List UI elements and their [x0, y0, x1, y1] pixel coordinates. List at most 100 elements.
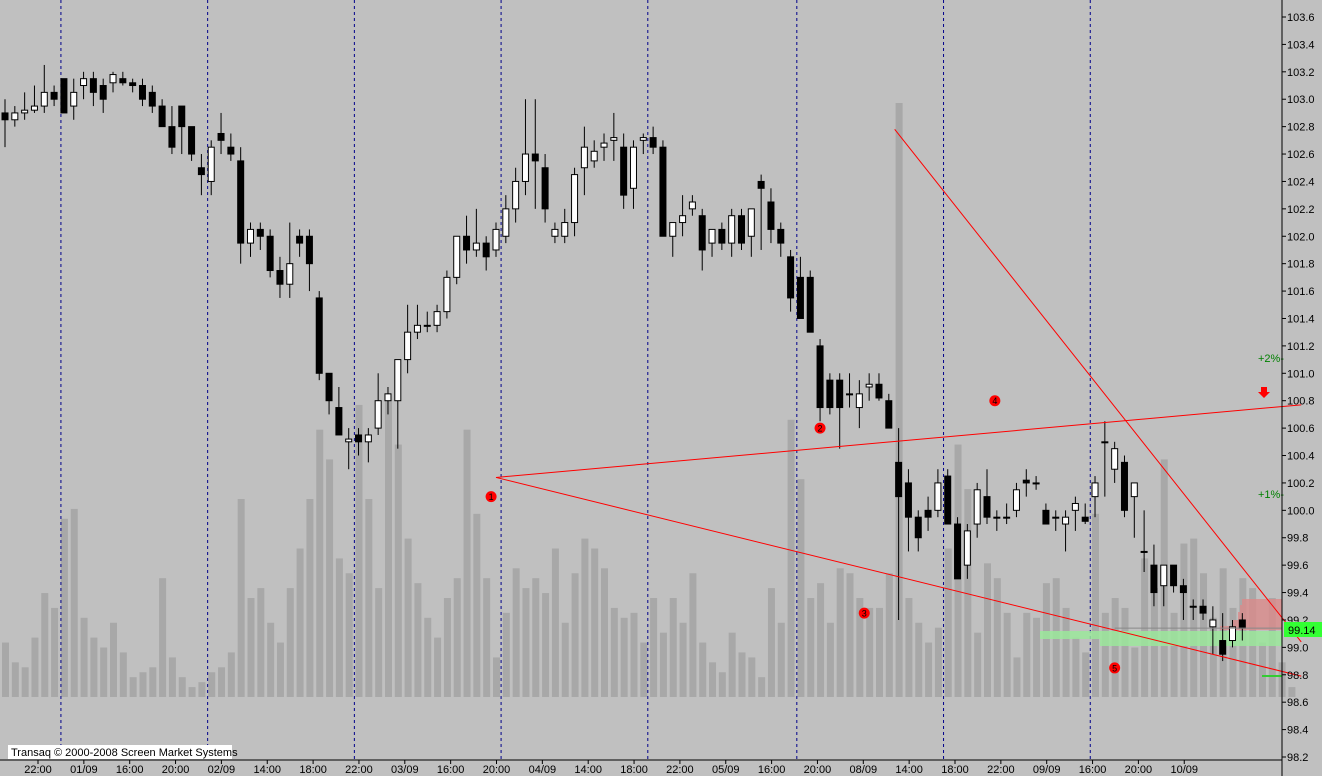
candle[interactable]	[492, 222, 500, 257]
candle[interactable]	[1120, 455, 1128, 518]
candle[interactable]	[796, 256, 804, 319]
candle[interactable]	[963, 524, 971, 579]
candle[interactable]	[836, 373, 844, 449]
candle[interactable]	[698, 208, 706, 271]
candle[interactable]	[404, 304, 412, 374]
candle[interactable]	[1003, 503, 1011, 525]
candle[interactable]	[1042, 503, 1050, 525]
candle[interactable]	[374, 373, 382, 435]
candle[interactable]	[237, 147, 245, 264]
candle[interactable]	[433, 304, 441, 333]
candle[interactable]	[1209, 606, 1217, 655]
candle[interactable]	[983, 469, 991, 525]
candle[interactable]	[561, 208, 569, 244]
candle[interactable]	[816, 339, 824, 422]
candle[interactable]	[315, 291, 323, 381]
candle[interactable]	[1062, 510, 1070, 552]
candle[interactable]	[443, 270, 451, 319]
candle[interactable]	[924, 496, 932, 531]
candle[interactable]	[1219, 613, 1227, 662]
candle[interactable]	[178, 105, 186, 155]
candle[interactable]	[1, 99, 9, 148]
candle[interactable]	[1032, 476, 1040, 490]
candle[interactable]	[413, 304, 421, 340]
candle[interactable]	[806, 270, 814, 333]
candle[interactable]	[620, 133, 628, 209]
candle[interactable]	[364, 428, 372, 463]
candle[interactable]	[1189, 599, 1197, 620]
candle[interactable]	[394, 359, 402, 449]
candle[interactable]	[1170, 564, 1178, 593]
candle[interactable]	[580, 126, 588, 196]
candle[interactable]	[168, 106, 176, 155]
candle[interactable]	[639, 133, 647, 155]
candle[interactable]	[846, 373, 854, 408]
candle[interactable]	[747, 208, 755, 257]
candle[interactable]	[50, 85, 58, 107]
candle[interactable]	[954, 517, 962, 580]
candle[interactable]	[138, 78, 146, 107]
candle[interactable]	[266, 229, 274, 278]
candle[interactable]	[944, 469, 952, 525]
candle[interactable]	[688, 195, 696, 216]
candle[interactable]	[679, 195, 687, 237]
candle[interactable]	[286, 222, 294, 298]
candle[interactable]	[777, 222, 785, 257]
candle[interactable]	[40, 64, 48, 113]
candle[interactable]	[1150, 544, 1158, 607]
candle[interactable]	[345, 428, 353, 470]
candle[interactable]	[1091, 476, 1099, 518]
candle[interactable]	[531, 99, 539, 209]
candle[interactable]	[207, 140, 215, 196]
candle[interactable]	[217, 112, 225, 155]
candle[interactable]	[99, 78, 107, 113]
candle[interactable]	[1071, 496, 1079, 531]
candle[interactable]	[296, 229, 304, 257]
candle[interactable]	[708, 228, 716, 257]
candle[interactable]	[718, 222, 726, 250]
candle[interactable]	[188, 126, 196, 161]
candle[interactable]	[11, 106, 19, 127]
candle[interactable]	[904, 469, 912, 552]
candle[interactable]	[119, 71, 127, 86]
candle[interactable]	[1101, 421, 1109, 497]
candle[interactable]	[502, 195, 510, 244]
candle[interactable]	[914, 510, 922, 552]
candle[interactable]	[1012, 482, 1020, 518]
candle[interactable]	[826, 373, 834, 415]
candle[interactable]	[30, 85, 38, 113]
candle[interactable]	[129, 78, 137, 93]
candle[interactable]	[600, 133, 608, 161]
candle[interactable]	[934, 469, 942, 518]
candle[interactable]	[355, 428, 363, 456]
candle[interactable]	[1199, 599, 1207, 620]
candle[interactable]	[472, 208, 480, 257]
candle[interactable]	[463, 215, 471, 264]
candle[interactable]	[70, 78, 78, 120]
candle[interactable]	[335, 387, 343, 436]
candle[interactable]	[767, 188, 775, 244]
candle[interactable]	[541, 154, 549, 223]
candle[interactable]	[276, 256, 284, 298]
candle[interactable]	[158, 99, 166, 128]
candle[interactable]	[885, 393, 893, 429]
candle[interactable]	[1022, 469, 1030, 497]
candle[interactable]	[423, 311, 431, 333]
candle[interactable]	[855, 380, 863, 429]
candle[interactable]	[227, 133, 235, 161]
candle[interactable]	[551, 222, 559, 244]
candle[interactable]	[757, 174, 765, 250]
candle[interactable]	[325, 372, 333, 415]
candle[interactable]	[649, 126, 657, 155]
candle[interactable]	[21, 92, 29, 120]
candle[interactable]	[629, 140, 637, 209]
candle[interactable]	[148, 85, 156, 113]
candle[interactable]	[895, 428, 903, 620]
candle[interactable]	[256, 222, 264, 250]
candle[interactable]	[80, 71, 88, 100]
candle[interactable]	[453, 235, 461, 285]
candlesticks[interactable]	[1, 64, 1246, 662]
candle[interactable]	[571, 167, 579, 237]
candle[interactable]	[482, 236, 490, 271]
candle[interactable]	[1111, 441, 1119, 483]
